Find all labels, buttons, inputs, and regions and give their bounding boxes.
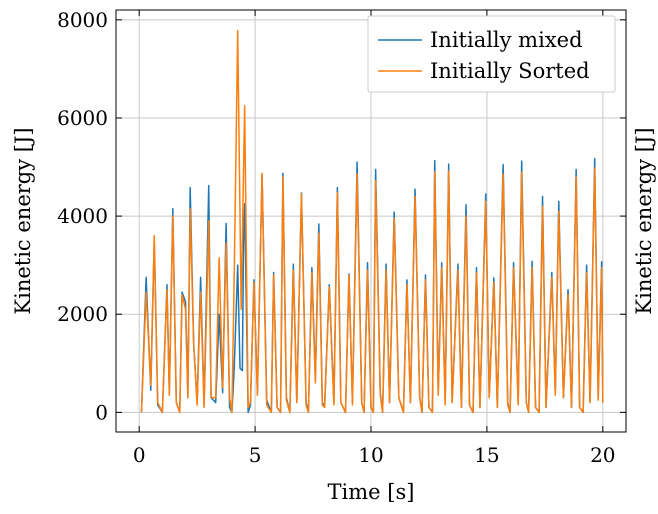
y-tick-label: 6000 <box>57 106 108 130</box>
plot-lines <box>140 29 604 414</box>
x-axis-title: Time [s] <box>328 480 415 504</box>
x-tick-label: 20 <box>590 443 615 467</box>
x-tick-label: 10 <box>358 443 383 467</box>
legend-box <box>367 15 616 93</box>
x-tick-label: 0 <box>133 443 146 467</box>
right-y-axis-title: Kinetic energy [J] <box>632 127 656 314</box>
x-tick-label: 5 <box>249 443 262 467</box>
axis-ticks: 0 5 10 15 20 0 2000 4000 6000 8000 <box>57 8 626 467</box>
y-tick-label: 4000 <box>57 204 108 228</box>
legend-label-initially-mixed: Initially mixed <box>430 28 583 52</box>
legend: Initially mixed Initially Sorted <box>367 15 616 93</box>
y-tick-label: 0 <box>95 400 108 424</box>
legend-label-initially-sorted: Initially Sorted <box>430 59 590 83</box>
x-tick-label: 15 <box>474 443 499 467</box>
y-tick-label: 2000 <box>57 302 108 326</box>
series-line-initially-sorted <box>140 29 604 414</box>
y-tick-label: 8000 <box>57 8 108 32</box>
y-axis-title: Kinetic energy [J] <box>11 127 35 314</box>
